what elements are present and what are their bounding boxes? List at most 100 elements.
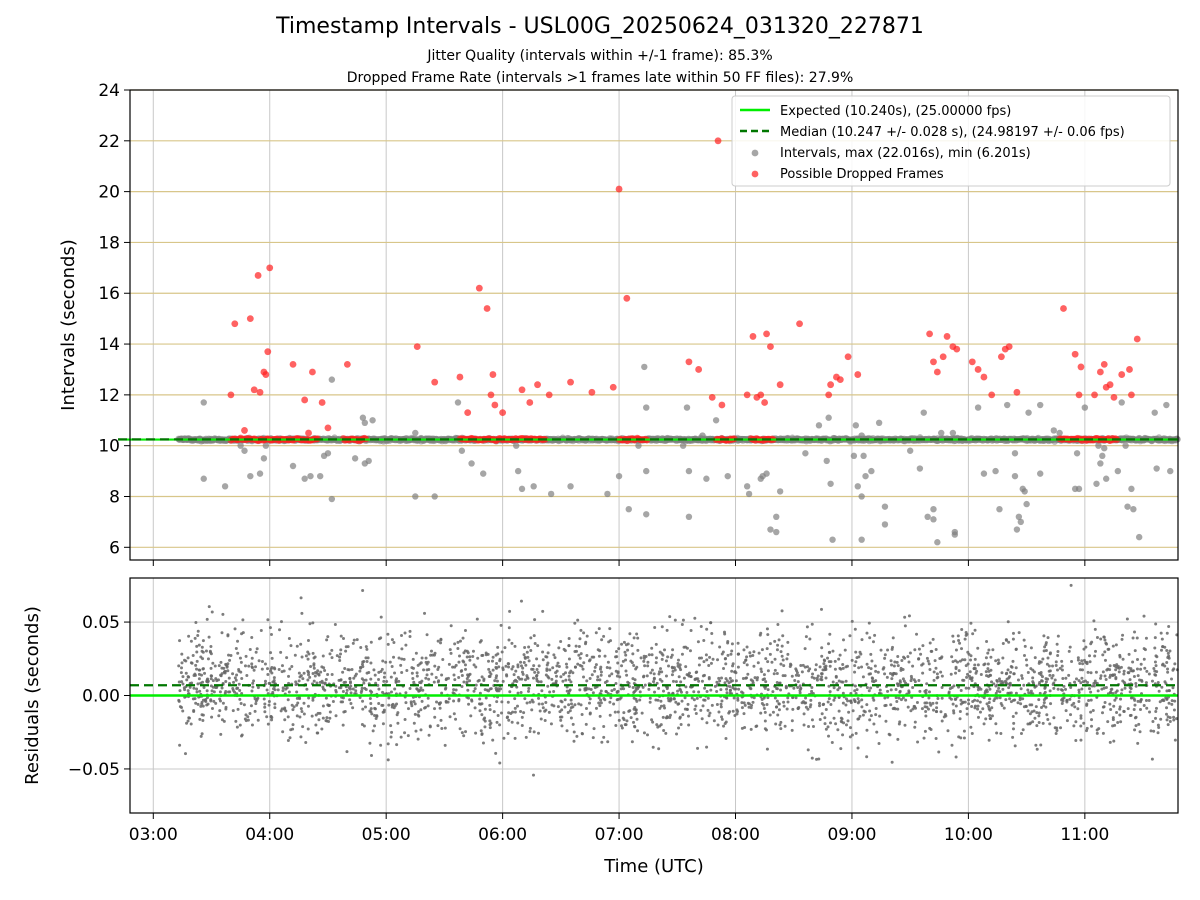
residual-point [316,711,320,715]
residual-point [584,707,588,711]
residual-point [252,679,256,683]
residual-point [301,677,305,681]
residual-point [339,648,343,652]
residual-point [728,691,732,695]
residual-point [584,642,588,646]
residual-point [837,657,841,661]
residual-point [608,713,612,717]
residual-point [666,696,670,700]
residual-point [732,696,736,700]
residual-point [642,659,646,663]
residual-point [576,662,580,666]
residual-point [719,705,723,709]
residual-point [1037,661,1041,665]
residual-point [226,634,230,638]
residual-point [1079,714,1083,718]
residual-point [1145,669,1149,673]
interval-point [992,467,999,475]
residual-point [1069,685,1073,689]
residual-point [440,691,444,695]
residual-point [195,650,199,654]
residual-point [841,733,845,737]
chart-subtitle-dropped-rate: Dropped Frame Rate (intervals >1 frames … [346,70,854,86]
residual-point [701,674,705,678]
residual-point [779,662,783,666]
residual-point [996,662,1000,666]
residual-point [549,722,553,726]
residual-point [297,679,301,683]
residual-point [675,732,679,736]
bottom-xtick-label: 07:00 [595,825,644,845]
residual-point [592,727,596,731]
residual-point [260,660,264,664]
interval-point [1013,526,1021,533]
residual-point [1046,636,1050,640]
residual-point [699,624,703,628]
residual-point [483,725,487,729]
residual-point [715,689,719,693]
residual-point [820,712,824,716]
residual-point [654,642,658,646]
residual-point [1135,667,1139,671]
residual-point [773,657,777,661]
residual-point [368,697,372,701]
dropped-frame-point [757,391,765,399]
residual-point [496,645,500,649]
residual-point [1035,724,1039,728]
residual-point [701,704,705,708]
residual-point [1114,690,1118,694]
residual-point [569,702,573,706]
residual-point [760,701,764,705]
residual-point [315,731,319,735]
residual-point [681,618,685,622]
residual-point [599,698,603,702]
residual-point [1060,659,1064,663]
residual-point [1134,681,1138,685]
residual-point [845,664,849,668]
residual-point [729,652,733,656]
residual-point [1067,673,1071,677]
residual-point [908,651,912,655]
residual-point [594,663,598,667]
residual-point [479,729,483,733]
interval-point [974,404,982,411]
residual-point [766,633,770,637]
interval-point [458,447,466,454]
residual-point [276,688,280,692]
dropped-frame-point [1118,371,1126,378]
residual-point [731,664,735,668]
residual-point [324,696,328,700]
residual-point [221,612,225,616]
residual-point [525,675,529,679]
residual-point [265,715,269,719]
residual-point [179,671,183,675]
residual-point [414,729,418,733]
residual-point [856,701,860,705]
residual-point [768,642,772,646]
residual-point [432,680,436,684]
residual-point [831,649,835,653]
residual-point [786,700,790,704]
residual-point [1008,697,1012,701]
residual-point [909,674,913,678]
interval-point [854,483,861,490]
residual-point [487,674,491,678]
residual-point [1139,662,1143,666]
residual-point [213,664,217,668]
residual-point [554,671,558,675]
residual-point [373,724,377,728]
interval-point [1122,442,1129,449]
residual-point [364,705,368,709]
residual-point [447,662,451,666]
residual-point [638,698,642,702]
residual-point [832,698,836,702]
residual-point [697,690,701,694]
residual-point [1021,697,1025,701]
residual-point [458,727,462,731]
residual-point [1052,716,1056,720]
residual-point [1046,718,1050,722]
dropped-frame-point [844,353,852,361]
residual-point [1007,686,1011,690]
residual-point [723,722,727,726]
residual-point [970,704,974,708]
